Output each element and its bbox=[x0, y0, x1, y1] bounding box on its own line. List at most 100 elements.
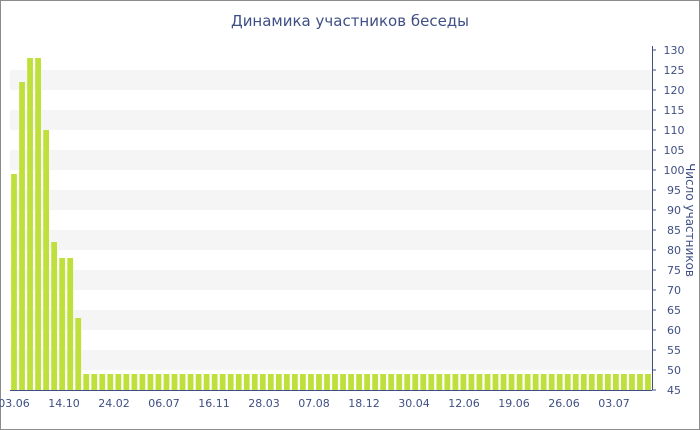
bar bbox=[340, 374, 346, 390]
bar bbox=[27, 58, 33, 390]
bar bbox=[259, 374, 266, 390]
x-tick-label: 06.07 bbox=[148, 397, 180, 410]
bar bbox=[292, 374, 298, 390]
bar bbox=[396, 374, 403, 390]
bar bbox=[179, 374, 186, 390]
bar bbox=[492, 374, 499, 390]
bar bbox=[500, 374, 507, 390]
bar bbox=[243, 374, 250, 390]
y-tick-label: 115 bbox=[664, 104, 685, 117]
y-tick-label: 75 bbox=[667, 264, 681, 277]
bar bbox=[404, 374, 411, 390]
bar bbox=[91, 374, 98, 390]
bar bbox=[412, 374, 419, 390]
bar bbox=[532, 374, 539, 390]
y-tick-label: 80 bbox=[667, 244, 681, 257]
bar bbox=[123, 374, 130, 390]
x-tick-label: 19.06 bbox=[498, 397, 530, 410]
bar bbox=[428, 374, 435, 390]
x-tick-label: 07.08 bbox=[298, 397, 330, 410]
bar bbox=[35, 58, 41, 390]
bar bbox=[251, 374, 258, 390]
bar bbox=[444, 374, 451, 390]
bar bbox=[580, 374, 587, 390]
bar bbox=[548, 374, 555, 390]
x-tick-label: 03.07 bbox=[598, 397, 630, 410]
y-axis-label: Число участников bbox=[683, 163, 697, 277]
grid-bands bbox=[10, 70, 652, 370]
bar bbox=[107, 374, 114, 390]
bar bbox=[572, 374, 579, 390]
bar bbox=[139, 374, 146, 390]
bar bbox=[219, 374, 226, 390]
bar bbox=[83, 374, 90, 390]
x-tick-label: 03.06 bbox=[0, 397, 30, 410]
bar bbox=[348, 374, 354, 390]
grid-band bbox=[10, 310, 652, 330]
x-tick-label: 12.06 bbox=[448, 397, 480, 410]
y-tick-label: 70 bbox=[667, 284, 681, 297]
bar bbox=[388, 374, 395, 390]
bar bbox=[51, 242, 58, 390]
bar bbox=[613, 374, 619, 390]
bar bbox=[195, 374, 202, 390]
bar bbox=[75, 318, 82, 390]
x-tick-label: 30.04 bbox=[398, 397, 430, 410]
chart-title: Динамика участников беседы bbox=[230, 12, 470, 30]
bar bbox=[283, 374, 290, 390]
bar bbox=[99, 374, 106, 390]
bar bbox=[316, 374, 322, 390]
bar bbox=[468, 374, 475, 390]
y-tick-label: 50 bbox=[667, 364, 681, 377]
bar bbox=[308, 374, 314, 390]
bar bbox=[155, 374, 162, 390]
bar bbox=[147, 374, 154, 390]
bar bbox=[516, 374, 523, 390]
bar bbox=[621, 374, 627, 390]
bars bbox=[11, 58, 651, 390]
bar bbox=[364, 374, 370, 390]
y-tick-label: 65 bbox=[667, 304, 681, 317]
y-tick-label: 110 bbox=[664, 124, 685, 137]
grid-band bbox=[10, 110, 652, 130]
x-tick-label: 14.10 bbox=[48, 397, 80, 410]
bar bbox=[227, 374, 234, 390]
bar bbox=[556, 374, 563, 390]
y-tick-label: 45 bbox=[667, 384, 681, 397]
y-tick-label: 95 bbox=[667, 184, 681, 197]
bar bbox=[629, 374, 635, 390]
x-tick-label: 18.12 bbox=[348, 397, 380, 410]
bar bbox=[436, 374, 443, 390]
grid-band bbox=[10, 230, 652, 250]
bar bbox=[372, 374, 379, 390]
bar bbox=[508, 374, 515, 390]
bar bbox=[19, 82, 25, 390]
bar bbox=[115, 374, 122, 390]
bar bbox=[187, 374, 194, 390]
bar bbox=[476, 374, 483, 390]
bar bbox=[596, 374, 603, 390]
x-tick-label: 16.11 bbox=[198, 397, 230, 410]
y-tick-label: 90 bbox=[667, 204, 681, 217]
x-axis: 03.06 14.10 24.02 06.07 16.11 28.03 07.08 18.12… bbox=[0, 390, 652, 410]
bar bbox=[604, 374, 611, 390]
bar bbox=[300, 374, 306, 390]
bar bbox=[131, 374, 138, 390]
bar bbox=[203, 374, 210, 390]
bar bbox=[420, 374, 427, 390]
bar bbox=[163, 374, 170, 390]
bar bbox=[43, 130, 49, 390]
bar bbox=[324, 374, 330, 390]
bar bbox=[275, 374, 282, 390]
bar bbox=[540, 374, 547, 390]
grid-band bbox=[10, 350, 652, 370]
y-tick-label: 55 bbox=[667, 344, 681, 357]
bar bbox=[356, 374, 362, 390]
grid-band bbox=[10, 270, 652, 290]
y-tick-label: 130 bbox=[664, 44, 685, 57]
bar bbox=[171, 374, 178, 390]
grid-band bbox=[10, 150, 652, 170]
bar bbox=[380, 374, 387, 390]
bar bbox=[637, 374, 643, 390]
bar bbox=[235, 374, 242, 390]
